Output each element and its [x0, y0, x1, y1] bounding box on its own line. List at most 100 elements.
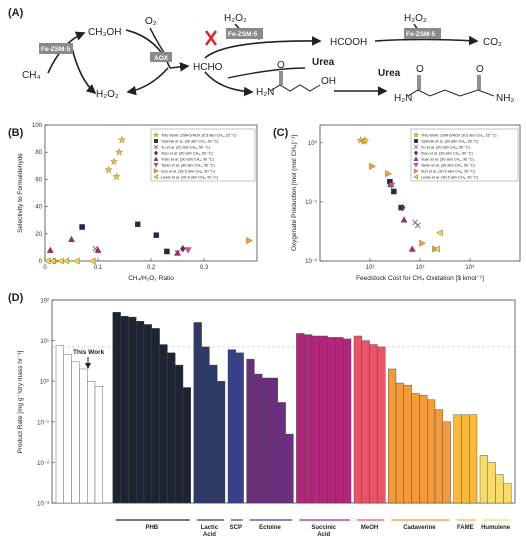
panel-c-point	[414, 222, 421, 229]
bar	[395, 382, 405, 504]
enzyme-box-aox	[150, 52, 172, 62]
bar	[254, 373, 263, 504]
group-label: PHB	[145, 525, 158, 531]
panel-c-point	[419, 239, 426, 247]
panel-c-legend-marker	[413, 144, 419, 150]
ch4-label: CH₄	[22, 70, 41, 81]
svg-text:H₂N: H₂N	[394, 93, 412, 104]
bar	[503, 483, 512, 504]
svg-text:OH: OH	[321, 76, 336, 87]
bar	[209, 364, 218, 504]
panel-b-point	[117, 135, 126, 144]
bar	[277, 402, 286, 504]
panel-b-xlabel: CH₄/H₂O₂ Ratio	[128, 275, 174, 282]
panel-b-point	[174, 249, 181, 256]
arrow-to-h2o2	[71, 47, 97, 95]
group-label: Acid	[203, 532, 216, 538]
panel-c-legend-marker	[413, 174, 418, 180]
panel-c-legend-marker	[413, 163, 419, 168]
bar	[487, 462, 496, 504]
panel-d-ytick-label: 10⁻³	[37, 502, 49, 508]
panel-b-point	[73, 257, 80, 265]
panel-b-legend-entry: Taran et al. (30 atm CH₄, 50 °C)	[161, 163, 215, 167]
bar	[269, 377, 279, 504]
bar	[79, 368, 88, 504]
panel-b-xtick-label: 0	[43, 265, 47, 271]
panel-c-point	[391, 188, 397, 195]
panel-c-legend-entry: This Work: ZSM-5/AOX (0.5 atm CH₄, 25 °C…	[421, 133, 497, 137]
panel-d-bars	[55, 312, 512, 504]
panel-b-ytick-label: 20	[35, 232, 42, 238]
group-label: SCP	[230, 525, 242, 531]
group-label: Ectoine	[259, 525, 281, 531]
panel-c-legend-marker	[414, 150, 418, 156]
enzyme-aox-label: AOX	[154, 55, 169, 62]
panel-b-point	[115, 147, 124, 156]
bar	[227, 349, 237, 504]
ch3oh-label: CH₃OH	[88, 27, 122, 38]
panel-b-ytick-label: 80	[35, 150, 42, 156]
panel-d-ytick-label: 10⁻¹	[37, 420, 49, 426]
panel-c-point	[399, 203, 406, 212]
bar	[112, 312, 121, 504]
panel-b-xtick-label: 0.1	[94, 265, 103, 271]
product-2-structure: H₂N NH₂ O O	[394, 64, 514, 104]
bar	[71, 361, 80, 504]
panel-b-point	[79, 224, 85, 230]
group-label: FAME	[457, 525, 474, 531]
panel-b-point	[180, 245, 186, 253]
bar	[201, 346, 210, 504]
bar	[427, 399, 436, 504]
bar	[143, 324, 153, 504]
bar	[135, 321, 145, 504]
group-label: Humulene	[481, 525, 511, 531]
panel-c-points	[356, 136, 443, 253]
panel-a-label: (A)	[8, 7, 24, 19]
urea-label-2: Urea	[378, 68, 401, 79]
panel-c-point	[408, 245, 416, 252]
arrow-to-hcho	[169, 62, 190, 72]
bar	[235, 352, 244, 504]
bar	[246, 358, 255, 504]
panel-c-ylabel: Oxygenate Production [mol (mol CH₄)⁻¹]	[291, 135, 298, 251]
bar	[388, 368, 397, 504]
bar	[262, 377, 271, 504]
panel-b-point	[68, 235, 75, 242]
bar	[411, 393, 420, 504]
panel-c-xlabel: Feedstock Cost for CH₄ Oxidation [$ kmol…	[356, 275, 484, 282]
bar	[353, 335, 363, 504]
panel-c-ytick-label: 10⁰	[308, 140, 318, 147]
panel-b-legend-entry: This Work: ZSM-5/AOX (0.5 atm CH₄, 25 °C…	[161, 133, 237, 137]
panel-b-point	[94, 246, 102, 253]
panel-c-point	[385, 170, 392, 178]
panel-b-point	[164, 248, 170, 255]
panel-c-legend-box	[410, 128, 519, 182]
enzyme-box-fezsm5-3	[404, 28, 441, 39]
panel-d-ytick-label: 10⁰	[40, 379, 50, 386]
panel-b-chart: (B) 0 0.1 0.2 0.3 0 20 40 60 80 100 CH₄/H₂O₂ Rati…	[8, 123, 258, 282]
panel-c-legend-entry: Xiao et al. (30 atm CH₄, 50 °C)	[421, 151, 474, 155]
svg-text:NH₂: NH₂	[496, 93, 514, 104]
panel-c-ticks: 10² 10³ 10⁴ 10⁻² 10⁻¹ 10⁰	[305, 140, 475, 271]
bar	[495, 474, 504, 504]
bar	[182, 387, 192, 504]
enzyme-fezsm5-label-3: Fe-ZSM-5	[406, 31, 436, 38]
bar	[174, 364, 184, 504]
co2-label: CO₂	[483, 37, 502, 48]
bar	[304, 334, 313, 504]
panel-c-label: (C)	[273, 127, 289, 139]
panel-b-legend-entry: Lewis et al. (30.5 atm CH₄, 90 °C)	[161, 175, 219, 179]
panel-c-xtick-label: 10³	[416, 265, 425, 271]
panel-c-xtick-label: 10⁴	[465, 264, 475, 271]
arrow-ch3oh-aox	[125, 29, 171, 69]
svg-text:H₂N: H₂N	[256, 87, 274, 98]
panel-c-point	[369, 162, 376, 170]
panel-c-point	[361, 136, 370, 144]
panel-d-ylabel: Product Rate [mg g⁻¹dry mass hr⁻¹]	[17, 350, 24, 453]
panel-c-legend: This Work: ZSM-5/AOX (0.5 atm CH₄, 25 °C…	[410, 128, 519, 182]
panel-b-point	[49, 257, 56, 265]
panel-b-legend-entry: Xu et al. (20 atm CH₄, 50 °C)	[161, 145, 211, 149]
enzyme-box-fezsm5-2	[226, 28, 263, 39]
bar	[167, 352, 176, 504]
